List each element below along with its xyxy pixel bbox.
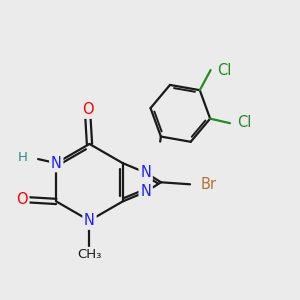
Text: N: N xyxy=(140,184,151,200)
Text: O: O xyxy=(16,192,28,207)
Text: N: N xyxy=(84,213,95,228)
Text: Cl: Cl xyxy=(218,63,232,78)
Text: Br: Br xyxy=(201,177,217,192)
Text: H: H xyxy=(18,151,28,164)
Text: O: O xyxy=(82,102,93,117)
Text: CH₃: CH₃ xyxy=(77,248,102,261)
Text: N: N xyxy=(51,156,62,171)
Text: N: N xyxy=(140,165,151,180)
Text: Cl: Cl xyxy=(237,115,251,130)
